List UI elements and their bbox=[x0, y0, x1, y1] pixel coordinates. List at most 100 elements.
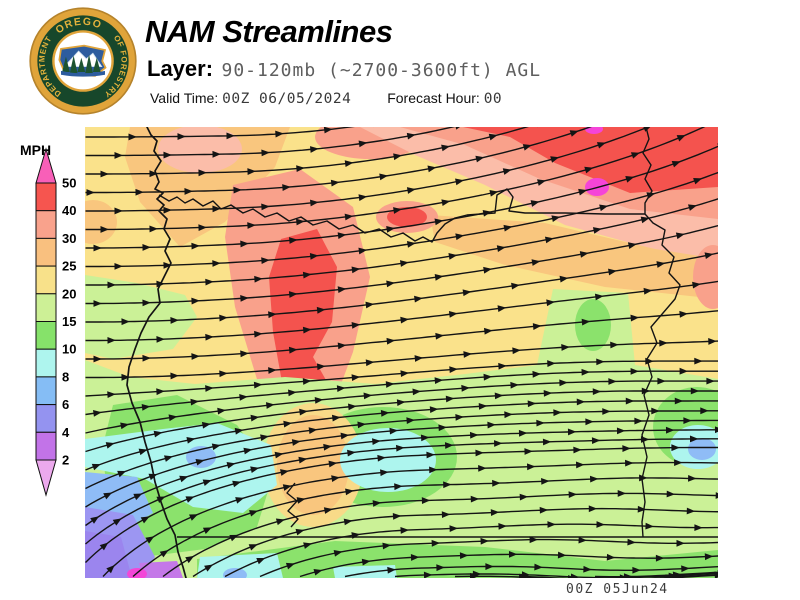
colorbar-arrow-bottom bbox=[35, 459, 57, 497]
streamline-arrowhead-icon bbox=[268, 367, 277, 374]
streamline-arrowhead-icon bbox=[679, 310, 688, 318]
streamline-arrowhead-icon bbox=[594, 293, 604, 301]
streamline bbox=[659, 572, 718, 578]
streamline-arrowhead-icon bbox=[608, 268, 617, 276]
streamline-arrowhead-icon bbox=[298, 456, 308, 464]
streamline-arrowhead-icon bbox=[559, 275, 569, 283]
streamline-arrowhead-icon bbox=[250, 466, 260, 474]
streamline-arrowhead-icon bbox=[343, 518, 353, 526]
streamline-arrowhead-icon bbox=[616, 427, 626, 435]
streamline-arrowhead-icon bbox=[494, 392, 504, 400]
streamline-arrowhead-icon bbox=[291, 439, 301, 446]
colorbar-tick-label: 6 bbox=[62, 397, 69, 412]
streamline-arrowhead-icon bbox=[610, 341, 619, 349]
streamline-arrowhead-icon bbox=[114, 152, 123, 159]
streamline-arrowhead-icon bbox=[396, 399, 406, 406]
streamline-arrowhead-icon bbox=[309, 199, 319, 207]
streamline-arrowhead-icon bbox=[345, 488, 354, 496]
streamline bbox=[85, 446, 718, 563]
streamline bbox=[524, 573, 718, 578]
streamline-arrowhead-icon bbox=[622, 445, 631, 452]
streamline-arrowhead-icon bbox=[337, 232, 347, 239]
streamline-arrowhead-icon bbox=[583, 565, 592, 573]
streamline-arrowhead-icon bbox=[351, 266, 361, 274]
streamline-arrowhead-icon bbox=[316, 306, 326, 314]
streamline-arrowhead-icon bbox=[365, 359, 375, 367]
streamline-arrowhead-icon bbox=[400, 316, 409, 324]
streamline-arrowhead-icon bbox=[625, 459, 634, 467]
streamline-arrowhead-icon bbox=[530, 200, 540, 207]
streamline-arrowhead-icon bbox=[393, 207, 402, 214]
colorbar-tick-label: 50 bbox=[62, 176, 76, 191]
streamline-arrowhead-icon bbox=[163, 151, 172, 159]
streamline-arrowhead-icon bbox=[639, 474, 648, 482]
streamline-arrowhead-icon bbox=[212, 205, 221, 213]
streamline-arrowhead-icon bbox=[261, 257, 270, 265]
streamline-arrowhead-icon bbox=[117, 470, 127, 478]
streamline-arrowhead-icon bbox=[114, 207, 123, 215]
streamline-arrowhead-icon bbox=[502, 168, 512, 175]
contour-violet bbox=[139, 561, 183, 578]
streamline-arrowhead-icon bbox=[316, 363, 326, 371]
contour-green bbox=[575, 299, 611, 351]
streamline-arrowhead-icon bbox=[295, 528, 305, 536]
forecast-hour-label: Forecast Hour: bbox=[387, 90, 480, 106]
streamline-arrowhead-icon bbox=[518, 429, 528, 437]
streamline-arrowhead-icon bbox=[693, 177, 703, 185]
streamline-arrowhead-icon bbox=[665, 426, 675, 434]
streamline-arrowhead-icon bbox=[542, 438, 552, 446]
streamline-arrowhead-icon bbox=[357, 421, 367, 429]
colorbar-segment bbox=[35, 431, 57, 461]
streamline-arrowhead-icon bbox=[288, 389, 297, 397]
contour-blue bbox=[688, 438, 716, 460]
streamline-arrowhead-icon bbox=[135, 188, 144, 196]
streamline-arrowhead-icon bbox=[235, 497, 245, 504]
streamline-arrowhead-icon bbox=[485, 563, 494, 570]
streamline-arrowhead-icon bbox=[226, 132, 235, 140]
streamline-arrowhead-icon bbox=[288, 346, 298, 354]
streamline-arrowhead-icon bbox=[336, 385, 346, 393]
streamline-arrowhead-icon bbox=[683, 417, 692, 425]
streamline-arrowhead-icon bbox=[358, 247, 368, 255]
streamline-arrowhead-icon bbox=[275, 518, 285, 526]
streamline-arrowhead-icon bbox=[140, 516, 150, 524]
forecast-hour-value: 00 bbox=[483, 91, 503, 107]
contour-orange bbox=[430, 215, 718, 299]
streamline-arrowhead-icon bbox=[310, 146, 319, 153]
streamline-arrowhead-icon bbox=[527, 400, 537, 408]
streamline-arrowhead-icon bbox=[347, 449, 356, 457]
streamline-arrowhead-icon bbox=[283, 420, 293, 428]
streamline-arrowhead-icon bbox=[114, 262, 123, 270]
streamline-arrowhead-icon bbox=[232, 480, 242, 488]
streamline-arrowhead-icon bbox=[449, 366, 458, 374]
streamline bbox=[132, 477, 718, 578]
streamline-arrowhead-icon bbox=[459, 552, 469, 560]
streamline-arrowhead-icon bbox=[205, 385, 214, 392]
valid-time-value: 00Z 06/05/2024 bbox=[222, 91, 352, 107]
streamline-arrowhead-icon bbox=[141, 404, 151, 411]
streamline-arrowhead-icon bbox=[185, 496, 195, 503]
streamline-arrowhead-icon bbox=[483, 266, 492, 274]
streamline-arrowhead-icon bbox=[337, 286, 347, 294]
streamline-arrowhead-icon bbox=[496, 245, 506, 252]
streamline-arrowhead-icon bbox=[489, 190, 499, 197]
streamline-arrowhead-icon bbox=[630, 152, 640, 159]
streamline-arrowhead-icon bbox=[331, 475, 340, 482]
streamline-arrowhead-icon bbox=[568, 491, 578, 499]
streamline-arrowhead-icon bbox=[478, 402, 488, 410]
streamline-arrowhead-icon bbox=[121, 373, 130, 381]
streamline-arrowhead-icon bbox=[385, 381, 395, 388]
streamline-arrowhead-icon bbox=[149, 225, 158, 233]
streamline-arrowhead-icon bbox=[103, 492, 113, 500]
colorbar-tick-label: 30 bbox=[62, 231, 76, 246]
streamline-arrowhead-icon bbox=[536, 419, 545, 427]
streamline-arrowhead-icon bbox=[379, 173, 389, 181]
streamline-arrowhead-icon bbox=[426, 451, 435, 459]
streamline-arrowhead-icon bbox=[351, 374, 361, 381]
streamline-arrowhead-icon bbox=[448, 311, 458, 318]
streamline-arrowhead-icon bbox=[186, 436, 196, 444]
streamline-arrowhead-icon bbox=[296, 165, 305, 172]
streamline-arrowhead-icon bbox=[201, 421, 211, 429]
streamline-arrowhead-icon bbox=[330, 179, 340, 187]
streamline-arrowhead-icon bbox=[435, 332, 444, 340]
